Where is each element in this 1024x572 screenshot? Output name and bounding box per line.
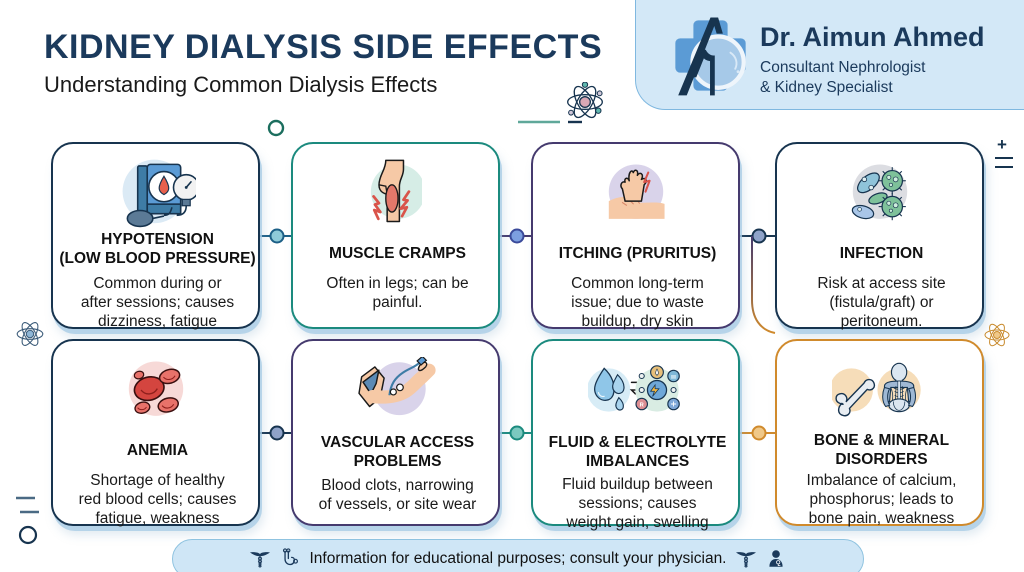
svg-text:+: + xyxy=(997,135,1007,154)
